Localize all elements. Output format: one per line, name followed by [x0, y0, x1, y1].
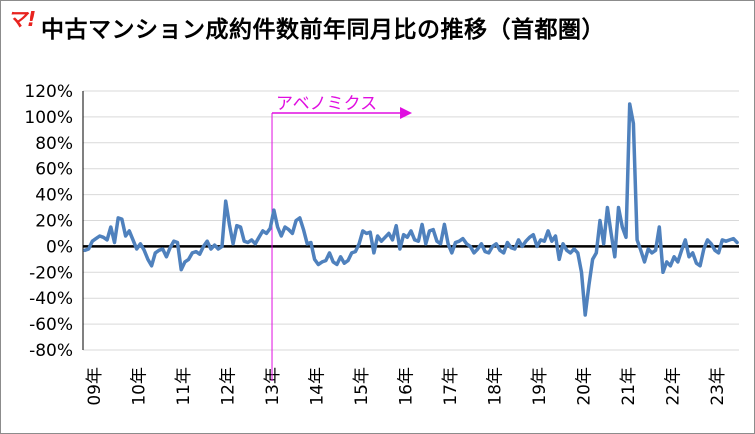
x-axis: 09年 10年 11年 12年 13年 14年 15年 16年 17年 18年 19年 20年 21年 2…: [85, 367, 728, 406]
x-tick-label: 11年: [174, 367, 194, 406]
x-tick-label: 19年: [530, 367, 550, 406]
x-tick-label: 13年: [263, 367, 283, 406]
series-line: [83, 102, 739, 317]
logo-badge: マ!: [7, 5, 37, 31]
x-tick-label: 14年: [307, 367, 327, 406]
x-tick-label: 23年: [708, 367, 728, 406]
y-tick-label: 0%: [46, 237, 73, 257]
annotation-arrow-head: [400, 107, 413, 119]
series-group: [83, 102, 739, 317]
y-tick-label: -20%: [29, 263, 73, 283]
x-tick-label: 22年: [663, 367, 683, 406]
y-axis: -80% -60% -40% -20% 0% 20% 40% 60% 80% 100% 120%: [24, 82, 84, 361]
y-tick-label: 40%: [35, 186, 73, 206]
y-tick-label: 20%: [35, 212, 73, 232]
x-tick-label: 12年: [219, 367, 239, 406]
x-tick-label: 17年: [441, 367, 461, 406]
y-grid: [83, 90, 739, 351]
y-tick-label: -60%: [29, 315, 73, 335]
y-tick-label: -80%: [29, 341, 73, 361]
x-tick-label: 15年: [352, 367, 372, 406]
x-tick-label: 18年: [485, 367, 505, 406]
y-tick-label: 80%: [35, 134, 73, 154]
x-tick-label: 09年: [85, 367, 105, 406]
y-tick-label: -40%: [29, 289, 73, 309]
x-tick-label: 10年: [130, 367, 150, 406]
y-tick-label: 100%: [24, 108, 73, 128]
x-tick-label: 16年: [396, 367, 416, 406]
logo-badge-text: マ!: [7, 7, 37, 31]
annotation-abenomics: アベノミクス: [271, 94, 413, 381]
x-tick-label: 20年: [574, 367, 594, 406]
annotation-label: アベノミクス: [276, 94, 377, 114]
x-tick-label: 21年: [619, 367, 639, 406]
y-tick-label: 120%: [24, 82, 73, 102]
y-tick-label: 60%: [35, 160, 73, 180]
chart-title: 中古マンション成約件数前年同月比の推移（首都圏）: [41, 17, 605, 43]
